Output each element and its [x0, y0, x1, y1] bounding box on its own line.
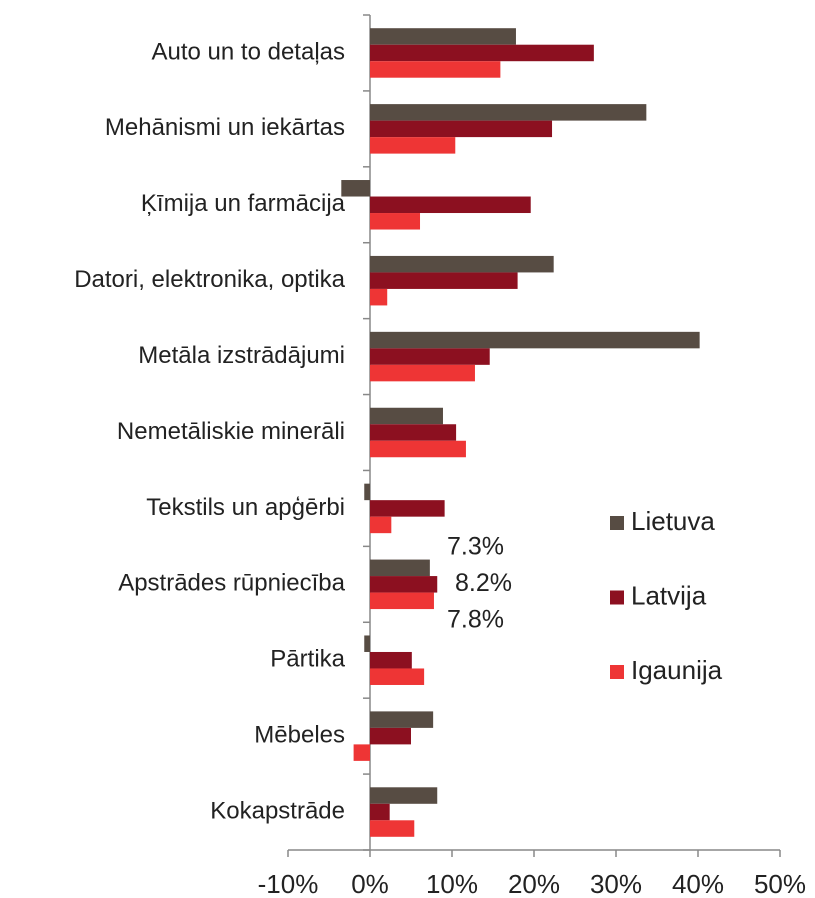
- bar: [370, 516, 392, 534]
- x-tick-label: 10%: [426, 869, 478, 898]
- bar: [370, 137, 456, 154]
- bar: [370, 407, 443, 425]
- category-label: Auto un to detaļas: [152, 38, 345, 65]
- bar: [370, 651, 412, 669]
- legend-swatch: [610, 516, 624, 530]
- category-label: Mehānismi un iekārtas: [105, 114, 345, 141]
- category-label: Pārtika: [270, 646, 345, 673]
- x-tick-label: 50%: [754, 869, 806, 898]
- legend-label: Latvija: [631, 580, 707, 610]
- bar: [370, 559, 430, 577]
- category-label: Tekstils un apģērbi: [146, 494, 345, 521]
- bar: [370, 331, 700, 349]
- bar: [370, 787, 438, 804]
- x-tick-label: 20%: [508, 869, 560, 898]
- value-label: 7.3%: [447, 532, 504, 560]
- x-tick-label: -10%: [258, 869, 319, 898]
- bar: [370, 213, 421, 230]
- bar: [370, 120, 553, 138]
- bar: [364, 635, 370, 652]
- bar: [370, 61, 501, 78]
- x-tick-label: 40%: [672, 869, 724, 898]
- bar: [370, 820, 415, 837]
- bar: [370, 500, 445, 517]
- category-label: Nemetāliskie minerāli: [117, 418, 345, 445]
- bar: [370, 28, 516, 45]
- category-label: Datori, elektronika, optika: [74, 266, 345, 293]
- bar: [370, 576, 438, 593]
- legend-swatch: [610, 590, 624, 605]
- bar: [370, 668, 425, 685]
- bar: [341, 180, 370, 197]
- legend-label: Igaunija: [631, 655, 723, 685]
- category-label: Mēbeles: [254, 721, 345, 748]
- bar: [370, 348, 490, 365]
- bar: [370, 255, 554, 273]
- legend-label: Lietuva: [631, 506, 715, 536]
- bar: [370, 196, 531, 214]
- bar: [353, 744, 370, 761]
- bar: [370, 104, 647, 121]
- bar: [370, 592, 434, 610]
- x-tick-label: 30%: [590, 869, 642, 898]
- bar: [364, 483, 370, 501]
- category-label: Metāla izstrādājumi: [138, 342, 345, 369]
- x-tick-label: 0%: [351, 869, 389, 898]
- category-label: Kokapstrāde: [210, 797, 345, 824]
- bar: [370, 272, 518, 289]
- bar: [370, 727, 411, 745]
- bar: [370, 440, 466, 458]
- bar: [370, 424, 457, 441]
- value-label: 8.2%: [455, 569, 512, 597]
- bar: [370, 44, 594, 62]
- value-label: 7.8%: [447, 605, 504, 633]
- category-label: Ķīmija un farmācija: [141, 190, 346, 217]
- bar: [370, 711, 434, 728]
- bar: [370, 288, 388, 306]
- legend-swatch: [610, 665, 624, 679]
- category-label: Apstrādes rūpniecība: [118, 570, 345, 597]
- bar: [370, 803, 390, 821]
- bar: [370, 364, 475, 382]
